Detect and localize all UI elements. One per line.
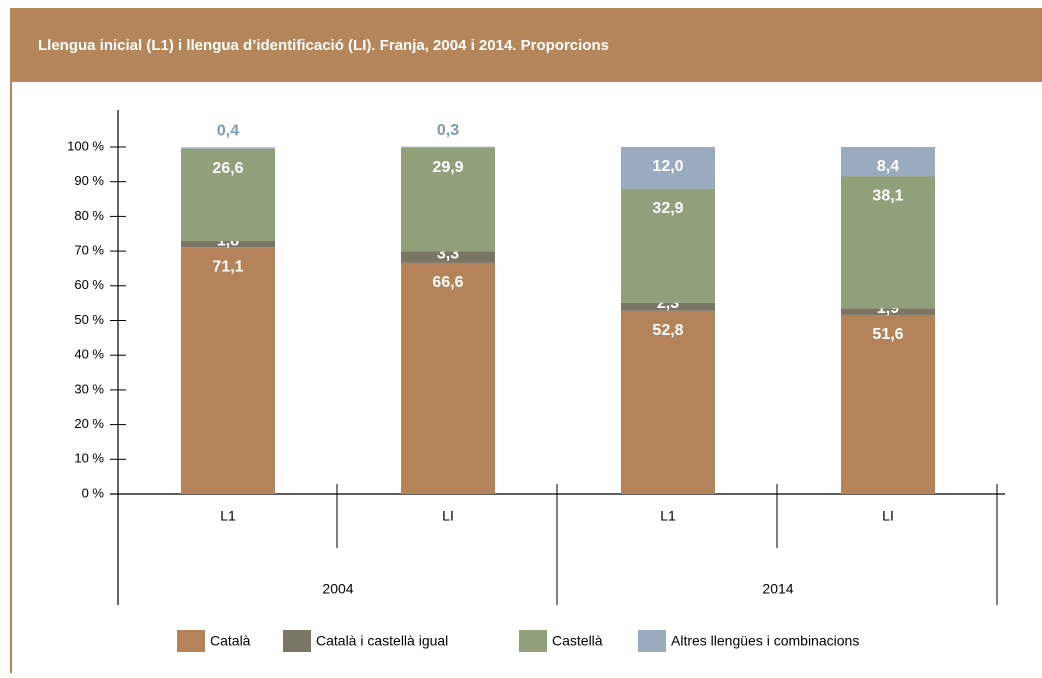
value-label: 38,1 [872, 187, 903, 204]
legend-swatch [519, 630, 547, 652]
x-tick-label: L1 [220, 508, 236, 524]
bar-segment [401, 147, 495, 252]
group-label: 2004 [322, 581, 353, 597]
bar-segment [621, 310, 715, 494]
legend-label: Català i castellà igual [316, 633, 448, 649]
value-label: 71,1 [212, 259, 243, 276]
bar-segment [401, 146, 495, 148]
value-label: 52,8 [652, 322, 683, 339]
y-tick-label: 20 % [74, 416, 104, 431]
y-tick-label: 50 % [74, 312, 104, 327]
header-band [10, 8, 1042, 82]
y-tick-label: 40 % [74, 347, 104, 362]
group-label: 2014 [762, 581, 793, 597]
bar-segment [401, 251, 495, 263]
value-label: 0,3 [437, 122, 459, 139]
legend-swatch [177, 630, 205, 652]
legend-swatch [638, 630, 666, 652]
value-label: 29,9 [432, 159, 463, 176]
value-label: 0,4 [217, 123, 239, 140]
chart-title: Llengua inicial (L1) i llengua d’identif… [38, 37, 609, 54]
bar-segment [181, 148, 275, 242]
value-label: 66,6 [432, 274, 463, 291]
bar-segment [841, 176, 935, 309]
bar-segment [621, 147, 715, 189]
y-tick-label: 0 % [82, 485, 105, 500]
bar-segment [841, 314, 935, 494]
bar-segment [621, 188, 715, 303]
legend-label: Castellà [552, 633, 603, 649]
y-tick-label: 30 % [74, 381, 104, 396]
y-tick-label: 10 % [74, 451, 104, 466]
value-label: 26,6 [212, 160, 243, 177]
legend-label: Altres llengües i combinacions [671, 633, 859, 649]
bar-segment [181, 247, 275, 494]
bar-segment [401, 262, 495, 494]
bar-segment [181, 147, 275, 149]
legend-swatch [283, 630, 311, 652]
bar-segment [181, 241, 275, 248]
y-tick-label: 60 % [74, 277, 104, 292]
y-tick-label: 70 % [74, 243, 104, 258]
value-label: 51,6 [872, 326, 903, 343]
value-label: 12,0 [652, 158, 683, 175]
bar-segment [841, 308, 935, 315]
y-tick-label: 90 % [74, 173, 104, 188]
x-tick-label: L1 [660, 508, 676, 524]
bar-segment [841, 147, 935, 177]
bar-segment [621, 302, 715, 311]
value-label: 8,4 [877, 158, 899, 175]
x-tick-label: LI [442, 508, 454, 524]
y-tick-label: 100 % [67, 138, 104, 153]
y-tick-label: 80 % [74, 208, 104, 223]
legend-label: Català [210, 633, 251, 649]
x-tick-label: LI [882, 508, 894, 524]
value-label: 32,9 [652, 200, 683, 217]
